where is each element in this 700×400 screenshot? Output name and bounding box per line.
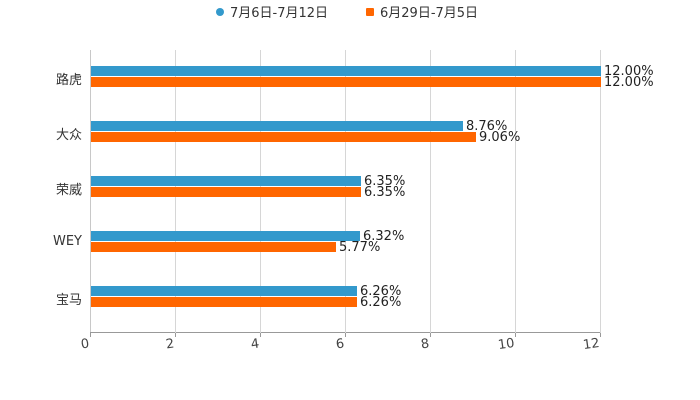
x-tick-label: 4 — [249, 336, 261, 353]
x-tick-label: 8 — [419, 336, 431, 353]
x-tick — [175, 333, 176, 337]
x-tick — [600, 333, 601, 337]
bar[interactable] — [91, 286, 357, 296]
plot-area: 12.00% 12.00% 8.76% 9.06% 6.35% 6.35% 6.32% 5.7… — [90, 50, 654, 337]
category-label: 大众 — [55, 128, 82, 143]
bar[interactable] — [91, 121, 463, 131]
y-axis-line — [90, 50, 91, 333]
x-tick — [515, 333, 516, 337]
legend-label: 7月6日-7月12日 — [230, 6, 329, 21]
bar[interactable] — [91, 187, 361, 197]
category-label: 荣威 — [55, 183, 82, 198]
bar[interactable] — [91, 231, 360, 241]
square-marker-icon — [366, 8, 374, 16]
legend-label: 6月29日-7月5日 — [380, 6, 479, 21]
gridline — [515, 50, 516, 333]
x-tick — [345, 333, 346, 337]
data-label: 6.32% — [363, 229, 405, 244]
bar[interactable] — [91, 66, 601, 76]
gridline — [600, 50, 601, 333]
x-tick-label: 10 — [497, 335, 516, 354]
bar[interactable] — [91, 242, 336, 252]
x-tick-label: 0 — [79, 336, 91, 353]
circle-marker-icon — [216, 8, 224, 16]
category-label: 宝马 — [55, 293, 82, 308]
data-label: 6.26% — [360, 295, 402, 310]
legend-item-series-2[interactable]: 6月29日-7月5日 — [366, 5, 478, 23]
data-label: 6.35% — [364, 185, 406, 200]
data-label: 8.76% — [466, 119, 508, 134]
x-tick — [260, 333, 261, 337]
gridline — [430, 50, 431, 333]
x-tick — [430, 333, 431, 337]
chart-legend: 7月6日-7月12日 6月29日-7月5日 — [0, 5, 700, 23]
x-tick-label: 2 — [164, 336, 176, 353]
bar[interactable] — [91, 77, 601, 87]
category-label: 路虎 — [55, 73, 82, 88]
x-tick-label: 6 — [334, 336, 346, 353]
bar[interactable] — [91, 132, 476, 142]
data-label: 6.35% — [364, 174, 406, 189]
category-label: WEY — [52, 234, 82, 249]
legend-item-series-1[interactable]: 7月6日-7月12日 — [216, 5, 328, 23]
data-label: 12.00% — [604, 64, 654, 79]
bar[interactable] — [91, 297, 357, 307]
data-label: 9.06% — [479, 130, 521, 145]
data-label: 5.77% — [339, 240, 381, 255]
data-label: 6.26% — [360, 284, 402, 299]
x-tick — [90, 333, 91, 337]
data-label: 12.00% — [604, 75, 654, 90]
bar[interactable] — [91, 176, 361, 186]
x-tick-label: 12 — [582, 335, 601, 354]
